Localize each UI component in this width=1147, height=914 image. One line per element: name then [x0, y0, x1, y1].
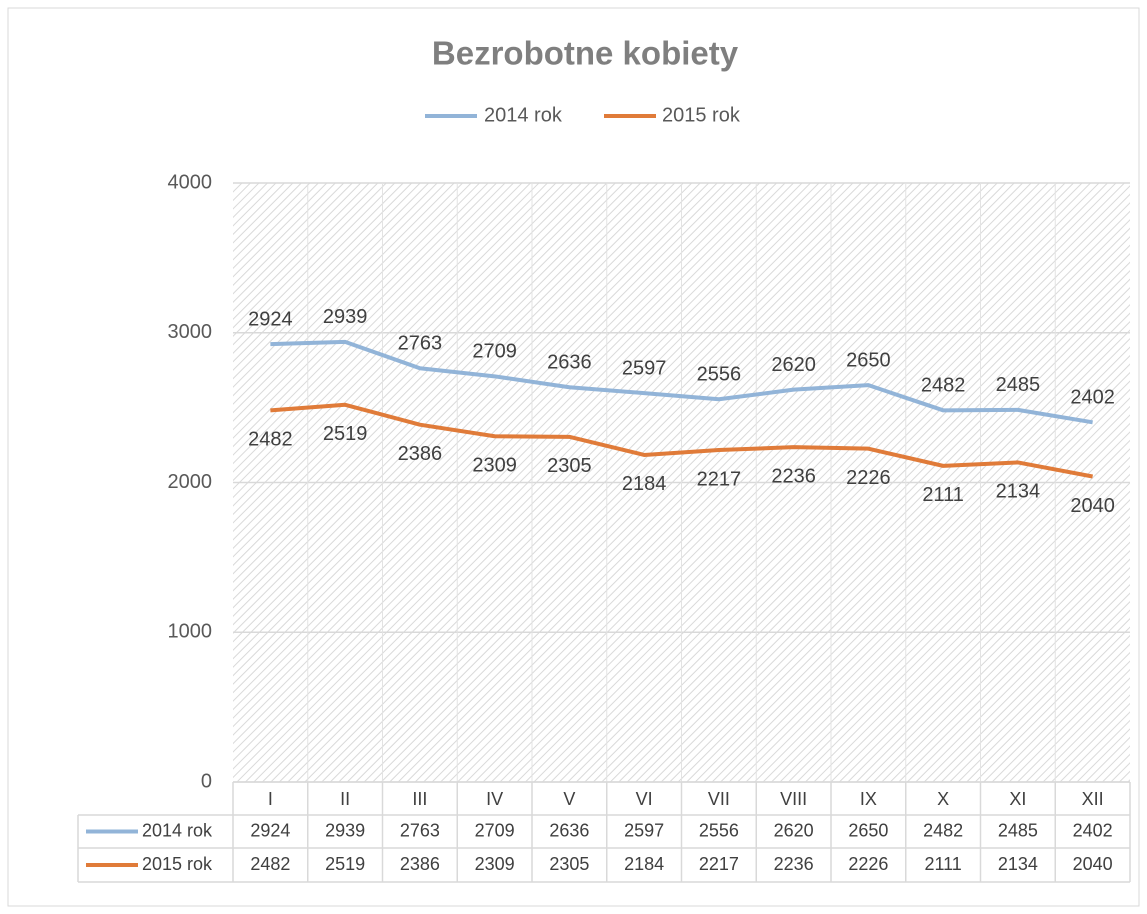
x-tick-label: VI [636, 789, 653, 809]
y-tick-label: 3000 [168, 321, 213, 343]
data-label: 2597 [622, 357, 667, 379]
x-tick-label: IV [486, 789, 503, 809]
table-row-label: 2015 rok [142, 854, 213, 874]
table-cell: 2519 [325, 854, 365, 874]
table-cell: 2709 [475, 820, 515, 840]
table-cell: 2309 [475, 854, 515, 874]
table-cell: 2482 [923, 820, 963, 840]
data-label: 2402 [1070, 387, 1115, 409]
data-label: 2134 [996, 481, 1041, 503]
data-label: 2184 [622, 473, 667, 495]
y-tick-label: 1000 [168, 621, 213, 643]
data-label: 2519 [323, 423, 368, 445]
table-cell: 2556 [699, 820, 739, 840]
table-cell: 2111 [924, 854, 961, 874]
x-tick-label: X [937, 789, 949, 809]
y-tick-label: 4000 [168, 171, 213, 193]
table-cell: 2636 [549, 820, 589, 840]
data-label: 2217 [697, 468, 742, 490]
x-tick-label: VII [708, 789, 730, 809]
table-cell: 2482 [250, 854, 290, 874]
data-label: 2650 [846, 349, 891, 371]
table-cell: 2236 [774, 854, 814, 874]
x-tick-label: III [412, 789, 427, 809]
data-label: 2111 [922, 484, 964, 506]
y-tick-label: 0 [201, 770, 212, 792]
data-label: 2040 [1070, 495, 1115, 517]
data-label: 2482 [921, 375, 966, 397]
data-label: 2709 [472, 341, 517, 363]
data-label: 2636 [547, 352, 592, 374]
table-cell: 2040 [1073, 854, 1113, 874]
x-tick-label: IX [860, 789, 877, 809]
data-label: 2763 [398, 333, 443, 355]
table-cell: 2402 [1073, 820, 1113, 840]
data-label: 2386 [398, 443, 443, 465]
data-label: 2556 [697, 364, 742, 386]
table-cell: 2763 [400, 820, 440, 840]
data-label: 2309 [472, 455, 517, 477]
table-cell: 2305 [549, 854, 589, 874]
legend-label: 2014 rok [484, 104, 563, 126]
table-cell: 2939 [325, 820, 365, 840]
data-label: 2939 [323, 306, 368, 328]
y-tick-label: 2000 [168, 471, 213, 493]
table-cell: 2650 [848, 820, 888, 840]
table-cell: 2226 [848, 854, 888, 874]
x-tick-label: II [340, 789, 350, 809]
x-tick-label: VIII [780, 789, 807, 809]
legend-label: 2015 rok [662, 104, 741, 126]
table-cell: 2386 [400, 854, 440, 874]
table-cell: 2217 [699, 854, 739, 874]
x-tick-label: V [563, 789, 575, 809]
data-label: 2924 [248, 308, 293, 330]
x-tick-label: XII [1082, 789, 1104, 809]
table-cell: 2134 [998, 854, 1038, 874]
data-label: 2226 [846, 467, 891, 489]
series-line [270, 339, 1093, 425]
data-label: 2305 [547, 455, 592, 477]
table-cell: 2620 [774, 820, 814, 840]
table-cell: 2924 [250, 820, 290, 840]
chart-title: Bezrobotne kobiety [432, 35, 739, 72]
data-label: 2620 [771, 354, 816, 376]
table-cell: 2597 [624, 820, 664, 840]
table-cell: 2485 [998, 820, 1038, 840]
x-tick-label: I [268, 789, 273, 809]
data-label: 2482 [248, 429, 293, 451]
data-label: 2236 [771, 465, 816, 487]
data-label: 2485 [996, 374, 1041, 396]
series-line [270, 402, 1093, 479]
x-tick-label: XI [1009, 789, 1026, 809]
table-cell: 2184 [624, 854, 664, 874]
table-row-label: 2014 rok [142, 820, 213, 840]
